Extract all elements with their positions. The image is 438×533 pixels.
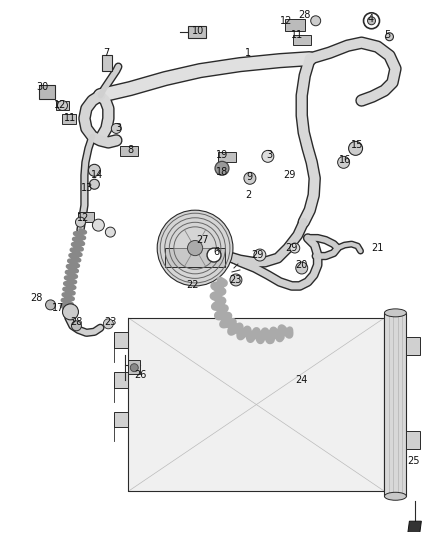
Text: 12: 12 <box>77 213 90 223</box>
Circle shape <box>364 13 379 29</box>
Bar <box>218 152 236 163</box>
Polygon shape <box>128 318 385 491</box>
Circle shape <box>92 219 104 231</box>
Bar <box>385 313 406 496</box>
Bar <box>293 35 311 45</box>
Circle shape <box>187 240 203 256</box>
Text: 10: 10 <box>192 26 204 36</box>
Bar <box>165 248 226 267</box>
Circle shape <box>63 304 78 320</box>
Text: 6: 6 <box>213 247 219 257</box>
Text: 19: 19 <box>216 150 228 160</box>
Text: 29: 29 <box>283 170 296 180</box>
Text: 3: 3 <box>115 124 121 133</box>
Text: 8: 8 <box>127 146 133 155</box>
Text: 15: 15 <box>351 140 364 150</box>
Text: 13: 13 <box>81 183 94 193</box>
Bar <box>285 19 305 31</box>
Text: 25: 25 <box>407 456 420 466</box>
Circle shape <box>103 319 113 329</box>
Ellipse shape <box>385 492 406 500</box>
Text: 28: 28 <box>299 10 311 20</box>
Text: 20: 20 <box>296 260 308 270</box>
Text: 7: 7 <box>103 47 110 58</box>
Text: 22: 22 <box>186 280 198 290</box>
Circle shape <box>385 33 393 41</box>
Bar <box>114 372 128 387</box>
Circle shape <box>311 16 321 26</box>
Circle shape <box>157 210 233 286</box>
Circle shape <box>75 217 85 227</box>
Circle shape <box>130 364 138 372</box>
Text: 29: 29 <box>252 250 264 260</box>
Circle shape <box>46 300 56 310</box>
Bar <box>102 55 112 71</box>
Circle shape <box>215 161 229 175</box>
Text: 21: 21 <box>371 243 384 253</box>
Text: 9: 9 <box>247 172 253 182</box>
Bar <box>406 432 420 449</box>
Text: 16: 16 <box>339 155 351 165</box>
Circle shape <box>111 124 121 133</box>
Bar <box>114 411 128 427</box>
Text: 23: 23 <box>229 275 241 285</box>
Text: 24: 24 <box>296 375 308 385</box>
Circle shape <box>71 321 81 331</box>
Text: 30: 30 <box>36 82 49 92</box>
Circle shape <box>244 172 256 184</box>
Text: 28: 28 <box>70 317 83 327</box>
Text: 3: 3 <box>267 150 273 160</box>
Circle shape <box>290 243 300 253</box>
Circle shape <box>296 262 308 274</box>
Circle shape <box>290 21 300 31</box>
Circle shape <box>230 274 242 286</box>
Text: 26: 26 <box>134 370 146 379</box>
Text: 12: 12 <box>279 16 292 26</box>
Text: 29: 29 <box>286 243 298 253</box>
Text: 27: 27 <box>196 235 208 245</box>
Circle shape <box>367 17 375 25</box>
Circle shape <box>262 150 274 163</box>
Bar <box>63 115 77 124</box>
Circle shape <box>254 249 266 261</box>
Bar <box>78 212 95 222</box>
Text: 11: 11 <box>64 114 77 124</box>
Text: 11: 11 <box>291 30 303 40</box>
Text: 28: 28 <box>30 293 43 303</box>
Circle shape <box>349 141 363 155</box>
Polygon shape <box>407 521 421 533</box>
Bar <box>56 101 70 110</box>
Text: 1: 1 <box>245 47 251 58</box>
Text: 12: 12 <box>54 100 67 109</box>
Ellipse shape <box>385 309 406 317</box>
Text: 5: 5 <box>384 30 391 40</box>
Text: 17: 17 <box>52 303 65 313</box>
Bar <box>188 26 206 38</box>
Bar <box>120 147 138 156</box>
Circle shape <box>338 156 350 168</box>
Circle shape <box>88 164 100 176</box>
Bar <box>128 360 140 374</box>
Circle shape <box>106 227 115 237</box>
Text: 2: 2 <box>245 190 251 200</box>
Text: 14: 14 <box>91 170 103 180</box>
Bar <box>114 332 128 348</box>
Bar <box>39 85 54 99</box>
Text: 4: 4 <box>367 14 374 24</box>
Circle shape <box>207 248 221 262</box>
Circle shape <box>89 179 99 189</box>
Text: 18: 18 <box>216 167 228 177</box>
Text: 23: 23 <box>104 317 117 327</box>
Bar <box>406 337 420 355</box>
Circle shape <box>57 101 67 110</box>
